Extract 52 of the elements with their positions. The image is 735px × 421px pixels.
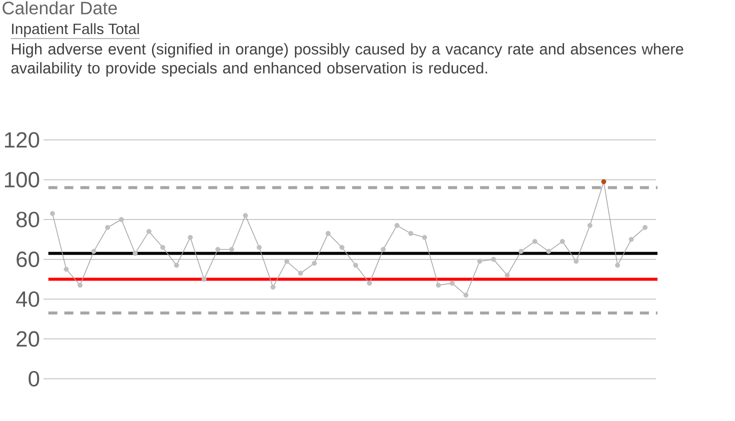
y-tick-label: 100 <box>5 172 40 188</box>
point <box>518 248 524 254</box>
point <box>642 225 648 230</box>
point <box>463 292 468 298</box>
point <box>188 235 193 240</box>
point <box>160 245 166 250</box>
point <box>339 245 344 250</box>
point <box>532 239 538 244</box>
point <box>298 270 304 276</box>
y-tick-label: 0 <box>28 371 40 387</box>
point <box>202 276 207 282</box>
point <box>312 260 317 266</box>
point <box>546 248 552 254</box>
point <box>174 262 180 268</box>
point <box>366 280 372 286</box>
point <box>436 282 441 288</box>
point <box>574 258 579 264</box>
point <box>353 262 358 268</box>
y-tick-label: 60 <box>16 252 40 268</box>
point <box>560 239 565 244</box>
point <box>477 258 482 264</box>
y-tick-label: 20 <box>16 331 40 347</box>
point <box>91 248 96 254</box>
point <box>601 179 606 184</box>
point <box>380 247 386 252</box>
point <box>408 231 414 236</box>
point <box>270 284 276 290</box>
chart-subtitle: High adverse event (signified in orange) possibly caused by a vacancy rate and absences where availability to provide specials and enhanced observation is reduced. <box>11 43 684 77</box>
point <box>628 237 634 242</box>
point <box>146 229 152 234</box>
point <box>242 213 248 218</box>
point <box>105 225 110 230</box>
y-tick-label: 40 <box>16 291 40 308</box>
point <box>490 256 496 262</box>
text: Calendar Date <box>2 1 117 15</box>
point <box>284 258 290 264</box>
point <box>422 235 428 240</box>
point <box>256 245 262 250</box>
point <box>50 211 55 216</box>
point <box>615 262 620 268</box>
point <box>587 223 592 228</box>
point <box>394 223 400 228</box>
chart-title: Inpatient Falls Total <box>12 23 139 38</box>
point <box>64 266 69 272</box>
point <box>326 231 331 236</box>
y-tick-label: 80 <box>16 212 40 228</box>
point <box>450 280 455 286</box>
y-tick-label: 120 <box>5 132 40 148</box>
point <box>118 217 124 222</box>
point <box>132 250 138 256</box>
point <box>504 272 510 278</box>
point <box>78 282 83 288</box>
